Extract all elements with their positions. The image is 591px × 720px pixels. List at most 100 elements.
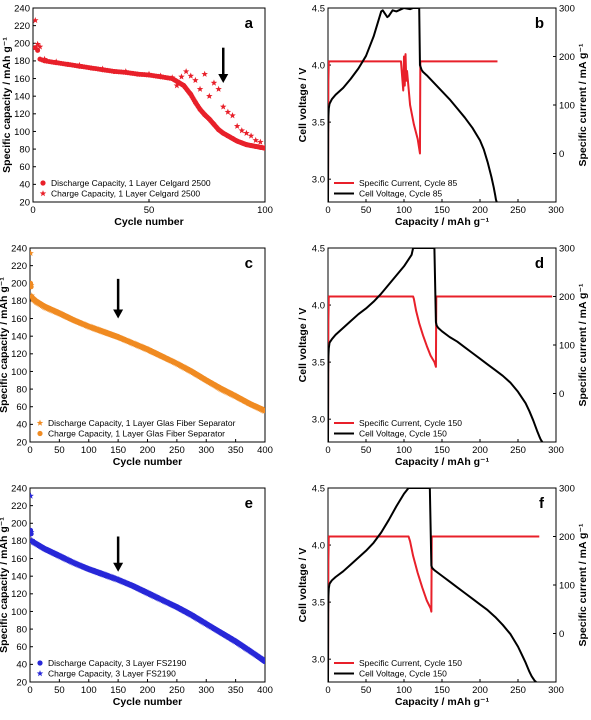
y2-axis-label: Specific current / mA g⁻¹ bbox=[577, 523, 589, 647]
data-layer bbox=[328, 8, 498, 202]
arrow-head bbox=[218, 73, 229, 83]
data-point bbox=[30, 249, 34, 257]
x-tick-label: 0 bbox=[325, 445, 330, 456]
x-tick-label: 300 bbox=[198, 445, 214, 456]
y-tick-label: 3.5 bbox=[312, 117, 325, 128]
data-point bbox=[215, 85, 222, 92]
data-layer bbox=[328, 488, 540, 682]
x-tick-label: 200 bbox=[472, 205, 488, 216]
data-point bbox=[36, 43, 44, 50]
x-tick-label: 400 bbox=[257, 685, 273, 696]
x-tick-label: 100 bbox=[81, 445, 97, 456]
y-tick-label: 40 bbox=[16, 660, 27, 671]
legend-label: Specific Current, Cycle 150 bbox=[359, 418, 462, 428]
x-axis-label: Cycle number bbox=[113, 456, 182, 468]
y-tick-label: 3.5 bbox=[312, 357, 325, 368]
data-point bbox=[30, 492, 34, 499]
data-point bbox=[35, 47, 41, 53]
data-point bbox=[220, 103, 227, 110]
data-point bbox=[210, 79, 218, 86]
y2-axis-label: Specific current / mA g⁻¹ bbox=[577, 283, 589, 407]
x-tick-label: 200 bbox=[140, 685, 156, 696]
y2-axis-label: Specific current / mA g⁻¹ bbox=[577, 43, 589, 167]
x-tick-label: 150 bbox=[110, 685, 126, 696]
y-tick-label: 160 bbox=[11, 314, 27, 325]
y-tick-label: 180 bbox=[11, 296, 27, 307]
y-tick-label: 3.0 bbox=[312, 414, 325, 425]
y-tick-label: 240 bbox=[11, 243, 27, 254]
legend-label: Charge Capacity, 1 Layer Glas Fiber Sepa… bbox=[48, 429, 225, 439]
y-tick-label: 4.5 bbox=[312, 243, 325, 254]
legend-marker bbox=[36, 419, 44, 426]
y-tick-label: 4.0 bbox=[312, 60, 325, 71]
y2-tick-label: 300 bbox=[559, 3, 575, 14]
y-tick-label: 200 bbox=[11, 279, 27, 290]
x-tick-label: 100 bbox=[396, 205, 412, 216]
y-tick-label: 60 bbox=[16, 402, 27, 413]
y-tick-label: 140 bbox=[14, 91, 30, 102]
x-tick-label: 0 bbox=[27, 685, 32, 696]
legend-label: Charge Capacity, 3 Layer FS2190 bbox=[48, 669, 176, 679]
data-point bbox=[206, 92, 213, 99]
data-point bbox=[196, 85, 204, 92]
data-point bbox=[261, 657, 265, 664]
data-point bbox=[238, 127, 246, 134]
data-point bbox=[30, 538, 37, 545]
data-point bbox=[261, 143, 265, 151]
legend-label: Discharge Capacity, 1 Layer Celgard 2500 bbox=[51, 178, 211, 188]
x-tick-label: 250 bbox=[510, 685, 526, 696]
y-axis-label: Specific capacity / mAh g⁻¹ bbox=[1, 37, 13, 173]
x-tick-label: 100 bbox=[257, 205, 273, 216]
data-point bbox=[145, 70, 153, 77]
x-tick-label: 50 bbox=[361, 205, 372, 216]
y-tick-label: 240 bbox=[11, 483, 27, 494]
legend-label: Cell Voltage, Cycle 150 bbox=[359, 669, 447, 679]
y-axis-label: Cell voltage / V bbox=[297, 68, 309, 143]
x-tick-label: 50 bbox=[144, 205, 155, 216]
x-tick-label: 50 bbox=[54, 685, 65, 696]
y2-tick-label: 0 bbox=[559, 389, 564, 400]
x-tick-label: 100 bbox=[396, 685, 412, 696]
legend-label: Charge Capacity, 1 Layer Celgard 2500 bbox=[51, 189, 200, 199]
panel-c: 0 50 100 150 200 250 300 350 400 20 40 60 80 100 120 14… bbox=[0, 243, 273, 468]
y2-tick-label: 300 bbox=[559, 243, 575, 254]
data-point bbox=[229, 112, 236, 119]
x-tick-label: 100 bbox=[396, 445, 412, 456]
data-point bbox=[34, 40, 41, 47]
plot-frame bbox=[29, 247, 266, 443]
x-axis-label: Capacity / mAh g⁻¹ bbox=[395, 696, 490, 708]
data-point bbox=[122, 68, 130, 75]
y-tick-label: 120 bbox=[11, 349, 27, 360]
y-tick-label: 140 bbox=[11, 571, 27, 582]
y-tick-label: 180 bbox=[14, 56, 30, 67]
arrow-head bbox=[113, 562, 124, 572]
y-tick-label: 240 bbox=[14, 3, 30, 14]
series-line bbox=[328, 248, 544, 442]
y-tick-label: 4.5 bbox=[312, 3, 325, 14]
data-point bbox=[252, 136, 259, 144]
data-point bbox=[224, 108, 232, 115]
data-point bbox=[30, 528, 35, 535]
panel-label: e bbox=[245, 495, 253, 512]
legend-label: Specific Current, Cycle 150 bbox=[359, 658, 462, 668]
y-tick-label: 160 bbox=[11, 554, 27, 565]
x-tick-label: 0 bbox=[325, 685, 330, 696]
y-tick-label: 4.0 bbox=[312, 540, 325, 551]
x-axis-label: Capacity / mAh g⁻¹ bbox=[395, 216, 490, 228]
y-tick-label: 4.5 bbox=[312, 483, 325, 494]
y-tick-label: 80 bbox=[16, 384, 27, 395]
y-axis-label: Cell voltage / V bbox=[297, 548, 309, 623]
series-line bbox=[328, 535, 540, 682]
data-layer bbox=[30, 492, 265, 665]
panel-b: 0 50 100 150 200 250 300 3.0 3.5 4.0 4.5 0 100 200 300… bbox=[297, 3, 589, 228]
panel-label: d bbox=[535, 255, 544, 272]
x-tick-label: 50 bbox=[54, 445, 65, 456]
data-point bbox=[257, 138, 264, 145]
x-tick-label: 250 bbox=[169, 445, 185, 456]
y-tick-label: 100 bbox=[14, 127, 30, 138]
data-layer bbox=[33, 16, 265, 151]
legend-label: Cell Voltage, Cycle 85 bbox=[359, 189, 442, 199]
y-tick-label: 3.0 bbox=[312, 654, 325, 665]
data-point bbox=[30, 284, 34, 290]
y2-tick-label: 0 bbox=[559, 149, 564, 160]
